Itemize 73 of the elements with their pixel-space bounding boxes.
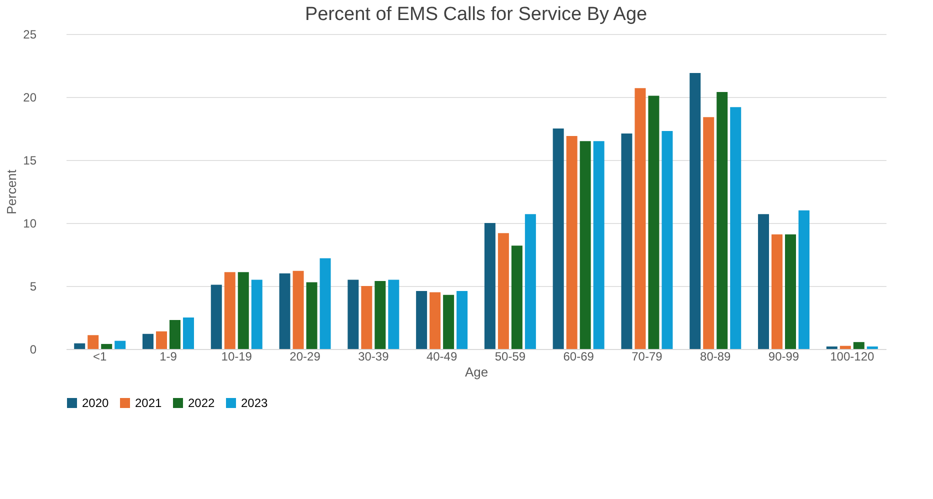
- bar: [101, 344, 112, 349]
- x-tick-label: 80-89: [700, 350, 732, 364]
- y-tick-label: 25: [23, 28, 37, 42]
- bar: [853, 342, 864, 349]
- bar: [320, 258, 331, 349]
- bar: [156, 331, 167, 349]
- bar: [662, 131, 673, 349]
- x-tick-label: 1-9: [160, 350, 178, 364]
- bar: [690, 73, 701, 349]
- bar: [772, 234, 783, 349]
- bar: [292, 270, 304, 349]
- bar: [374, 280, 386, 349]
- bar: [443, 294, 454, 349]
- bar: [524, 214, 536, 349]
- y-tick-label: 10: [23, 216, 37, 230]
- bar: [621, 134, 632, 349]
- bar: [251, 280, 262, 349]
- bar: [798, 210, 810, 349]
- y-tick-label: 15: [23, 154, 37, 168]
- bar: [416, 291, 428, 349]
- bar: [430, 292, 441, 349]
- bar: [634, 88, 646, 349]
- bar: [498, 233, 509, 349]
- y-tick-label: 20: [23, 90, 37, 104]
- x-tick-label: 40-49: [426, 350, 458, 364]
- bar: [826, 346, 838, 349]
- bar: [348, 280, 359, 349]
- x-tick-label: 20-29: [290, 350, 321, 364]
- bar: [224, 272, 236, 349]
- y-tick-label: 0: [30, 342, 37, 356]
- bar: [456, 291, 468, 349]
- bar: [566, 136, 578, 349]
- legend-label: 2020: [82, 396, 110, 410]
- bar: [142, 334, 154, 349]
- bar: [593, 141, 604, 349]
- bar: [866, 346, 878, 349]
- bar: [758, 214, 770, 349]
- y-tick-label: 5: [30, 280, 37, 294]
- bar: [730, 107, 742, 349]
- x-tick-label: 30-39: [358, 350, 390, 364]
- bar: [238, 272, 249, 349]
- bar: [306, 282, 318, 349]
- bar: [74, 343, 86, 349]
- x-axis-title: Age: [464, 364, 488, 380]
- legend-label: 2022: [188, 396, 216, 410]
- bar: [552, 128, 564, 349]
- bar: [580, 141, 591, 349]
- bar: [484, 223, 496, 349]
- bar: [840, 346, 851, 349]
- bar: [511, 246, 522, 349]
- bar: [88, 335, 99, 349]
- bar: [785, 234, 796, 349]
- bar: [388, 280, 400, 349]
- bar: [703, 117, 714, 349]
- chart-title: Percent of EMS Calls for Service By Age: [304, 4, 648, 25]
- x-tick-label: 60-69: [563, 350, 594, 364]
- x-tick-label: <1: [93, 350, 108, 364]
- bar: [279, 273, 290, 349]
- x-tick-label: 100-120: [830, 350, 874, 364]
- bar: [169, 320, 180, 349]
- x-tick-label: 70-79: [632, 350, 663, 364]
- x-tick-label: 90-99: [768, 350, 800, 364]
- bar: [716, 92, 728, 349]
- x-tick-label: 10-19: [221, 350, 252, 364]
- bar: [210, 284, 222, 349]
- bar: [182, 318, 194, 349]
- legend-label: 2023: [241, 396, 268, 410]
- y-axis-title: Percent: [4, 169, 20, 214]
- bar: [648, 96, 660, 349]
- bar: [114, 340, 126, 349]
- legend-label: 2021: [135, 396, 162, 410]
- bar: [361, 286, 372, 349]
- x-tick-label: 50-59: [494, 350, 526, 364]
